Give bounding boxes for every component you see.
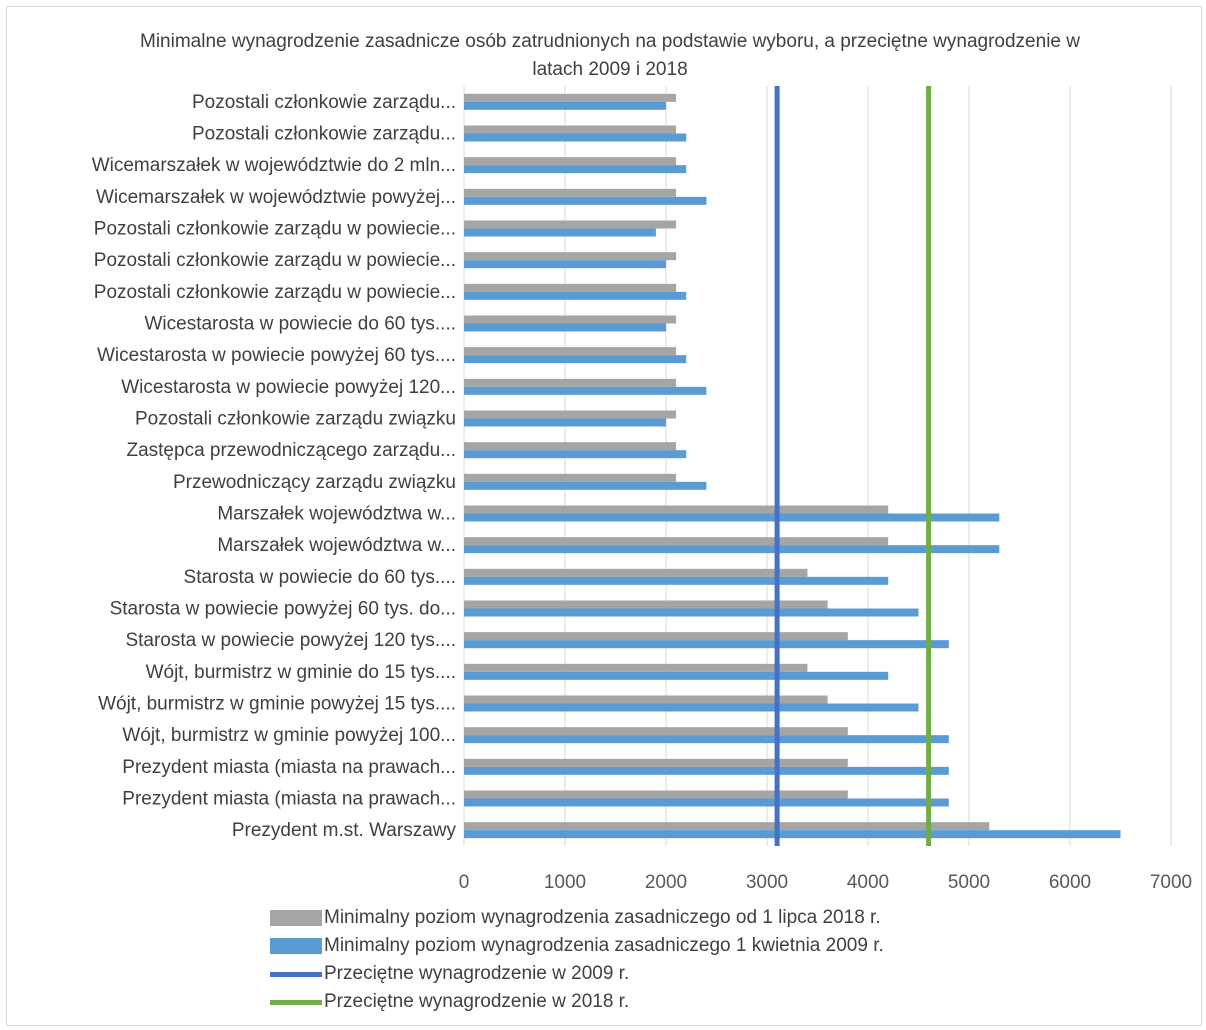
bar-2018 (464, 758, 848, 767)
category-label: Pozostali członkowie zarządu w powiecie.… (94, 250, 456, 271)
category-label: Wójt, burmistrz w gminie do 15 tys.... (146, 662, 456, 683)
category-label: Marszałek województwa w... (217, 504, 456, 525)
category-label: Wicemarszałek w województwie powyżej... (96, 187, 456, 208)
bar-2018 (464, 378, 677, 387)
legend-item-2018: Minimalny poziom wynagrodzenia zasadnicz… (270, 904, 884, 932)
bar-2009 (464, 133, 687, 142)
bar-2018 (464, 727, 848, 736)
bar-2018 (464, 188, 677, 197)
category-label: Marszałek województwa w... (217, 535, 456, 556)
x-tick-label: 3000 (746, 872, 788, 893)
bar-2009 (464, 671, 889, 680)
category-label: Prezydent miasta (miasta na prawach... (122, 757, 456, 778)
bar-2009 (464, 101, 666, 110)
bar-2018 (464, 537, 889, 546)
bar-2018 (464, 600, 828, 609)
bar-2009 (464, 196, 707, 205)
category-label: Pozostali członkowie zarządu w powiecie.… (94, 282, 456, 303)
bar-2009 (464, 481, 707, 490)
category-label: Pozostali członkowie zarządu... (192, 124, 456, 145)
legend-label-avg-2009: Przeciętne wynagrodzenie w 2009 r. (324, 963, 630, 984)
bar-2009 (464, 766, 949, 775)
category-label: Zastępca przewodniczącego zarządu... (126, 440, 456, 461)
bar-2009 (464, 735, 949, 744)
bar-2018 (464, 473, 677, 482)
bar-2018 (464, 252, 677, 261)
bar-2018 (464, 822, 990, 831)
bar-2018 (464, 663, 808, 672)
bar-2009 (464, 291, 687, 300)
category-label: Wicestarosta w powiecie powyżej 120... (121, 377, 456, 398)
bar-2009 (464, 228, 656, 237)
bar-2009 (464, 260, 666, 269)
bar-2009 (464, 608, 919, 617)
bar-2018 (464, 93, 677, 102)
bar-2018 (464, 568, 808, 577)
legend-swatch-2009 (270, 938, 322, 954)
category-label: Pozostali członkowie zarządu... (192, 92, 456, 113)
legend-line-avg-2018 (270, 999, 322, 1005)
bar-2009 (464, 355, 687, 364)
category-label: Prezydent m.st. Warszawy (232, 820, 457, 841)
chart-frame (6, 6, 1202, 1026)
category-label: Przewodniczący zarządu związku (173, 472, 456, 493)
bar-2009 (464, 830, 1121, 839)
bar-2018 (464, 315, 677, 324)
category-label: Wicemarszałek w województwie do 2 mln... (92, 155, 456, 176)
bar-2009 (464, 165, 687, 174)
x-tick-label: 1000 (544, 872, 586, 893)
legend-label-2018: Minimalny poziom wynagrodzenia zasadnicz… (324, 907, 881, 928)
bar-2009 (464, 545, 1000, 554)
chart-title: Minimalne wynagrodzenie zasadnicze osób … (140, 31, 1080, 80)
category-label: Wójt, burmistrz w gminie powyżej 15 tys.… (98, 694, 456, 715)
legend-item-avg-2018: Przeciętne wynagrodzenie w 2018 r. (270, 988, 884, 1016)
x-tick-label: 0 (459, 872, 470, 893)
bar-2018 (464, 442, 677, 451)
bar-2009 (464, 798, 949, 807)
bar-2018 (464, 347, 677, 356)
bar-chart: 0 1000 2000 3000 4000 5000 6000 7000 Pozostali c… (92, 86, 1192, 893)
x-tick-label: 6000 (1049, 872, 1091, 893)
bar-2018 (464, 157, 677, 166)
category-label: Pozostali członkowie zarządu w powiecie.… (94, 219, 456, 240)
bar-2018 (464, 410, 677, 419)
bar-2009 (464, 513, 1000, 522)
legend-label-avg-2018: Przeciętne wynagrodzenie w 2018 r. (324, 991, 630, 1012)
bar-2018 (464, 632, 848, 641)
bar-2009 (464, 450, 687, 459)
legend-label-2009: Minimalny poziom wynagrodzenia zasadnicz… (324, 935, 884, 956)
bar-2009 (464, 576, 889, 585)
bar-2018 (464, 220, 677, 229)
bar-2018 (464, 505, 889, 514)
bar-2018 (464, 283, 677, 292)
category-label: Starosta w powiecie do 60 tys.... (184, 567, 456, 588)
bar-2018 (464, 695, 828, 704)
category-label: Wicestarosta w powiecie do 60 tys.... (144, 314, 456, 335)
category-label: Pozostali członkowie zarządu związku (135, 409, 456, 430)
x-tick-label: 5000 (948, 872, 990, 893)
x-tick-label: 2000 (645, 872, 687, 893)
category-label: Wójt, burmistrz w gminie powyżej 100... (122, 725, 456, 746)
legend-item-avg-2009: Przeciętne wynagrodzenie w 2009 r. (270, 960, 884, 988)
bar-2018 (464, 125, 677, 134)
x-tick-label: 4000 (847, 872, 889, 893)
bar-2009 (464, 323, 666, 332)
bar-2009 (464, 386, 707, 395)
category-label: Wicestarosta w powiecie powyżej 60 tys..… (97, 345, 456, 366)
legend-item-2009: Minimalny poziom wynagrodzenia zasadnicz… (270, 932, 884, 960)
bar-2018 (464, 790, 848, 799)
bar-2009 (464, 640, 949, 649)
x-tick-label: 7000 (1150, 872, 1192, 893)
bar-2009 (464, 418, 666, 427)
legend-swatch-2018 (270, 910, 322, 926)
bar-2009 (464, 703, 919, 712)
category-label: Starosta w powiecie powyżej 120 tys.... (125, 630, 456, 651)
category-label: Starosta w powiecie powyżej 60 tys. do..… (110, 599, 456, 620)
legend-line-avg-2009 (270, 971, 322, 977)
category-label: Prezydent miasta (miasta na prawach... (122, 789, 456, 810)
chart-legend: Minimalny poziom wynagrodzenia zasadnicz… (270, 904, 884, 1016)
